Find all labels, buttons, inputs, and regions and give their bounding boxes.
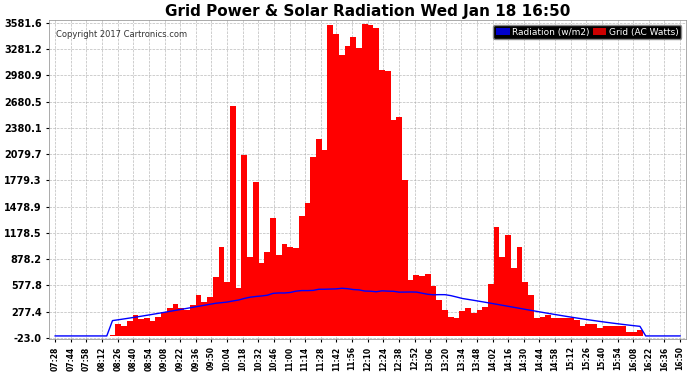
Bar (488, 284, 494, 336)
Bar (591, 324, 597, 336)
Bar (356, 48, 362, 336)
Bar (413, 275, 420, 336)
Bar (402, 180, 408, 336)
Bar (144, 318, 150, 336)
Bar (586, 324, 591, 336)
Bar (121, 326, 127, 336)
Bar (505, 236, 511, 336)
Bar (264, 252, 270, 336)
Bar (310, 157, 316, 336)
Bar (219, 247, 224, 336)
Bar (132, 315, 138, 336)
Bar (322, 150, 328, 336)
Bar (138, 319, 144, 336)
Bar (167, 308, 172, 336)
Bar (282, 244, 287, 336)
Bar (172, 304, 179, 336)
Title: Grid Power & Solar Radiation Wed Jan 18 16:50: Grid Power & Solar Radiation Wed Jan 18 … (165, 4, 571, 19)
Bar (368, 25, 373, 336)
Bar (522, 282, 528, 336)
Bar (362, 24, 368, 336)
Bar (293, 248, 299, 336)
Bar (609, 326, 614, 336)
Bar (287, 247, 293, 336)
Bar (448, 316, 453, 336)
Bar (110, 335, 115, 336)
Bar (253, 182, 259, 336)
Bar (482, 307, 488, 336)
Bar (431, 286, 437, 336)
Bar (511, 268, 517, 336)
Bar (155, 317, 161, 336)
Bar (270, 218, 276, 336)
Bar (150, 321, 155, 336)
Bar (333, 34, 339, 336)
Bar (534, 318, 540, 336)
Bar (602, 326, 609, 336)
Bar (396, 117, 402, 336)
Bar (241, 155, 247, 336)
Bar (437, 300, 442, 336)
Bar (385, 70, 391, 336)
Bar (557, 318, 562, 336)
Bar (304, 202, 310, 336)
Bar (115, 324, 121, 336)
Bar (494, 227, 500, 336)
Bar (442, 310, 448, 336)
Bar (213, 277, 219, 336)
Bar (465, 308, 471, 336)
Bar (626, 332, 631, 336)
Bar (161, 312, 167, 336)
Bar (460, 310, 465, 336)
Bar (471, 313, 477, 336)
Bar (500, 257, 505, 336)
Bar (247, 257, 253, 336)
Bar (328, 25, 333, 336)
Bar (230, 106, 236, 336)
Bar (184, 310, 190, 336)
Bar (425, 274, 431, 336)
Bar (477, 310, 482, 336)
Bar (408, 280, 413, 336)
Bar (562, 318, 569, 336)
Bar (259, 264, 264, 336)
Bar (276, 255, 282, 336)
Bar (620, 326, 626, 336)
Bar (569, 318, 574, 336)
Bar (236, 288, 241, 336)
Bar (224, 282, 230, 336)
Bar (551, 318, 557, 336)
Bar (351, 37, 356, 336)
Bar (299, 216, 304, 336)
Bar (339, 54, 345, 336)
Bar (545, 315, 551, 336)
Bar (637, 330, 643, 336)
Bar (574, 320, 580, 336)
Legend: Radiation (w/m2), Grid (AC Watts): Radiation (w/m2), Grid (AC Watts) (493, 25, 681, 39)
Bar (127, 321, 132, 336)
Bar (345, 46, 351, 336)
Bar (540, 317, 545, 336)
Bar (316, 139, 322, 336)
Bar (391, 120, 396, 336)
Bar (631, 333, 637, 336)
Bar (379, 70, 385, 336)
Bar (201, 302, 207, 336)
Text: Copyright 2017 Cartronics.com: Copyright 2017 Cartronics.com (56, 30, 187, 39)
Bar (190, 305, 196, 336)
Bar (614, 326, 620, 336)
Bar (196, 295, 201, 336)
Bar (420, 276, 425, 336)
Bar (597, 328, 602, 336)
Bar (373, 28, 379, 336)
Bar (179, 308, 184, 336)
Bar (207, 297, 213, 336)
Bar (528, 295, 534, 336)
Bar (517, 247, 522, 336)
Bar (453, 318, 460, 336)
Bar (580, 326, 586, 336)
